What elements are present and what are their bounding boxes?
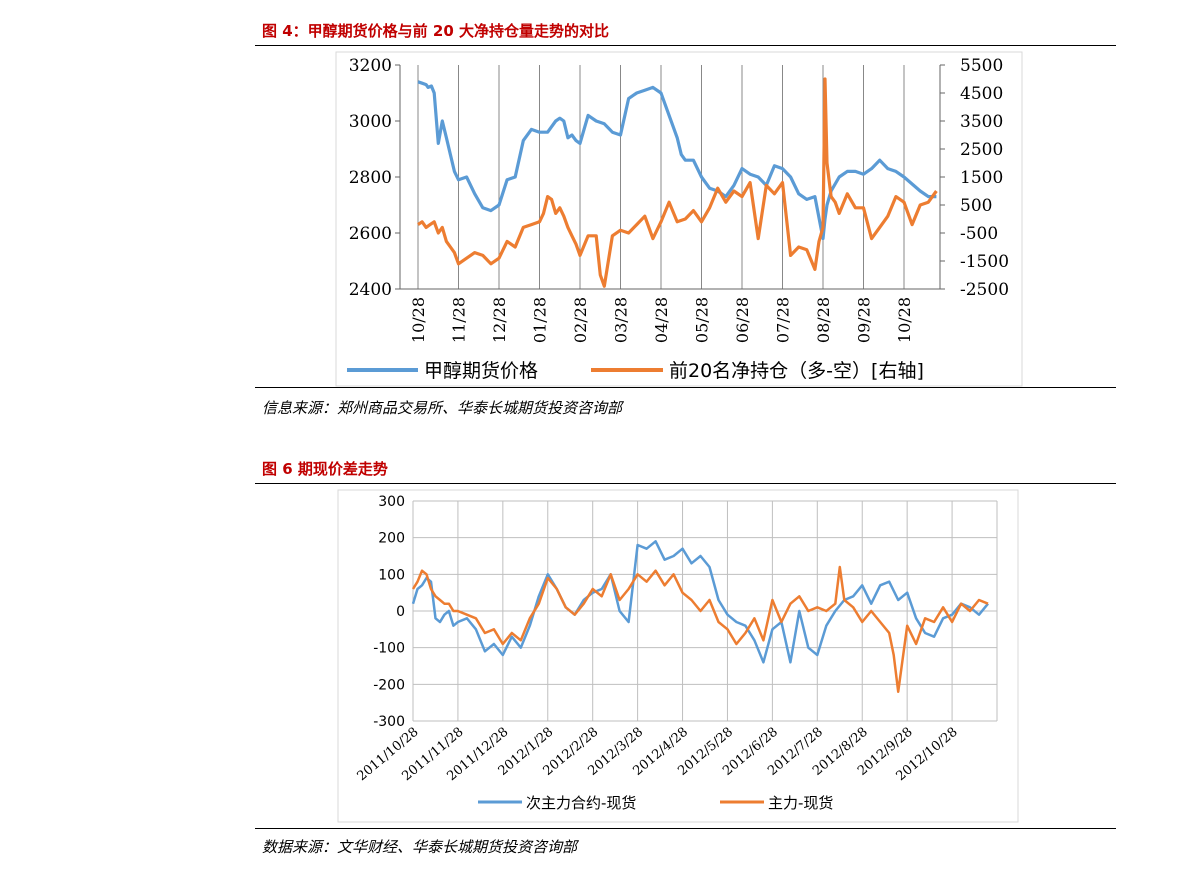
chart1-x-tick-label: 05/28 bbox=[693, 297, 712, 343]
chart1-x-tick-label: 02/28 bbox=[571, 297, 590, 343]
figure6-top-rule bbox=[255, 483, 1116, 484]
figure4-source: 信息来源：郑州商品交易所、华泰长城期货投资咨询部 bbox=[262, 399, 623, 417]
chart1-x-tick-label: 01/28 bbox=[531, 297, 550, 343]
chart1-x-tick-label: 11/28 bbox=[450, 297, 469, 343]
figure4-bottom-rule bbox=[255, 387, 1116, 388]
chart1-x-tick-label: 08/28 bbox=[814, 297, 833, 343]
chart1-legend-label-price: 甲醇期货价格 bbox=[424, 360, 538, 382]
chart1-x-tick-label: 06/28 bbox=[733, 297, 752, 343]
figure6-bottom-rule bbox=[255, 828, 1116, 829]
chart1-y-tick-label: 2400 bbox=[349, 280, 392, 300]
chart1-series-position-line bbox=[417, 77, 938, 288]
chart2-y-tick-label: 100 bbox=[378, 567, 405, 583]
chart1-y2-tick-label: 3500 bbox=[960, 112, 1003, 132]
chart1-y2-tick-label: 2500 bbox=[960, 140, 1003, 160]
chart1-y2-tick-label: -1500 bbox=[960, 252, 1009, 272]
chart1-y2-tick-label: 1500 bbox=[960, 168, 1003, 188]
chart2-y-tick-label: -100 bbox=[373, 641, 405, 657]
chart1-y-tick-label: 3200 bbox=[349, 56, 392, 76]
chart1-x-tick-label: 10/28 bbox=[409, 297, 428, 343]
chart1-y-tick-label: 3000 bbox=[349, 112, 392, 132]
chart1-y2-tick-label: 4500 bbox=[960, 84, 1003, 104]
chart1-plot-frame bbox=[335, 51, 1023, 387]
chart1-y2-tick-label: -500 bbox=[960, 224, 998, 244]
chart1-legend-label-position: 前20名净持仓（多-空）[右轴] bbox=[669, 360, 924, 382]
figure4-title: 图 4：甲醇期货价格与前 20 大净持仓量走势的对比 bbox=[262, 22, 609, 40]
chart1-y2-tick-label: 5500 bbox=[960, 56, 1003, 76]
chart1-x-tick-label: 07/28 bbox=[774, 297, 793, 343]
chart1-x-tick-label: 12/28 bbox=[490, 297, 509, 343]
chart1-y2-tick-label: -2500 bbox=[960, 280, 1009, 300]
figure6-title: 图 6 期现价差走势 bbox=[262, 460, 388, 478]
chart2-y-tick-label: -200 bbox=[373, 677, 405, 693]
chart1-x-tick-label: 09/28 bbox=[855, 297, 874, 343]
chart2-series-nearby-line bbox=[411, 540, 989, 664]
figure6-source: 数据来源：文华财经、华泰长城期货投资咨询部 bbox=[262, 838, 578, 856]
chart1-x-tick-label: 03/28 bbox=[612, 297, 631, 343]
chart1-y-tick-label: 2600 bbox=[349, 224, 392, 244]
chart1-x-tick-label: 04/28 bbox=[652, 297, 671, 343]
chart1-series-price-line bbox=[417, 80, 937, 241]
chart2-legend-label-main: 主力-现货 bbox=[768, 794, 833, 812]
chart2-plot-frame bbox=[337, 489, 1019, 823]
chart2-y-tick-label: 300 bbox=[378, 494, 405, 510]
chart2-y-tick-label: -300 bbox=[373, 714, 405, 730]
chart2-legend-label-nearby: 次主力合约-现货 bbox=[526, 794, 636, 812]
chart2-y-tick-label: 200 bbox=[378, 531, 405, 547]
figure4-top-rule bbox=[255, 45, 1116, 46]
chart2-series-main-line bbox=[411, 565, 989, 693]
chart2-y-tick-label: 0 bbox=[396, 604, 405, 620]
chart1-y2-tick-label: 500 bbox=[960, 196, 992, 216]
chart1-x-tick-label: 10/28 bbox=[895, 297, 914, 343]
chart1-y-tick-label: 2800 bbox=[349, 168, 392, 188]
